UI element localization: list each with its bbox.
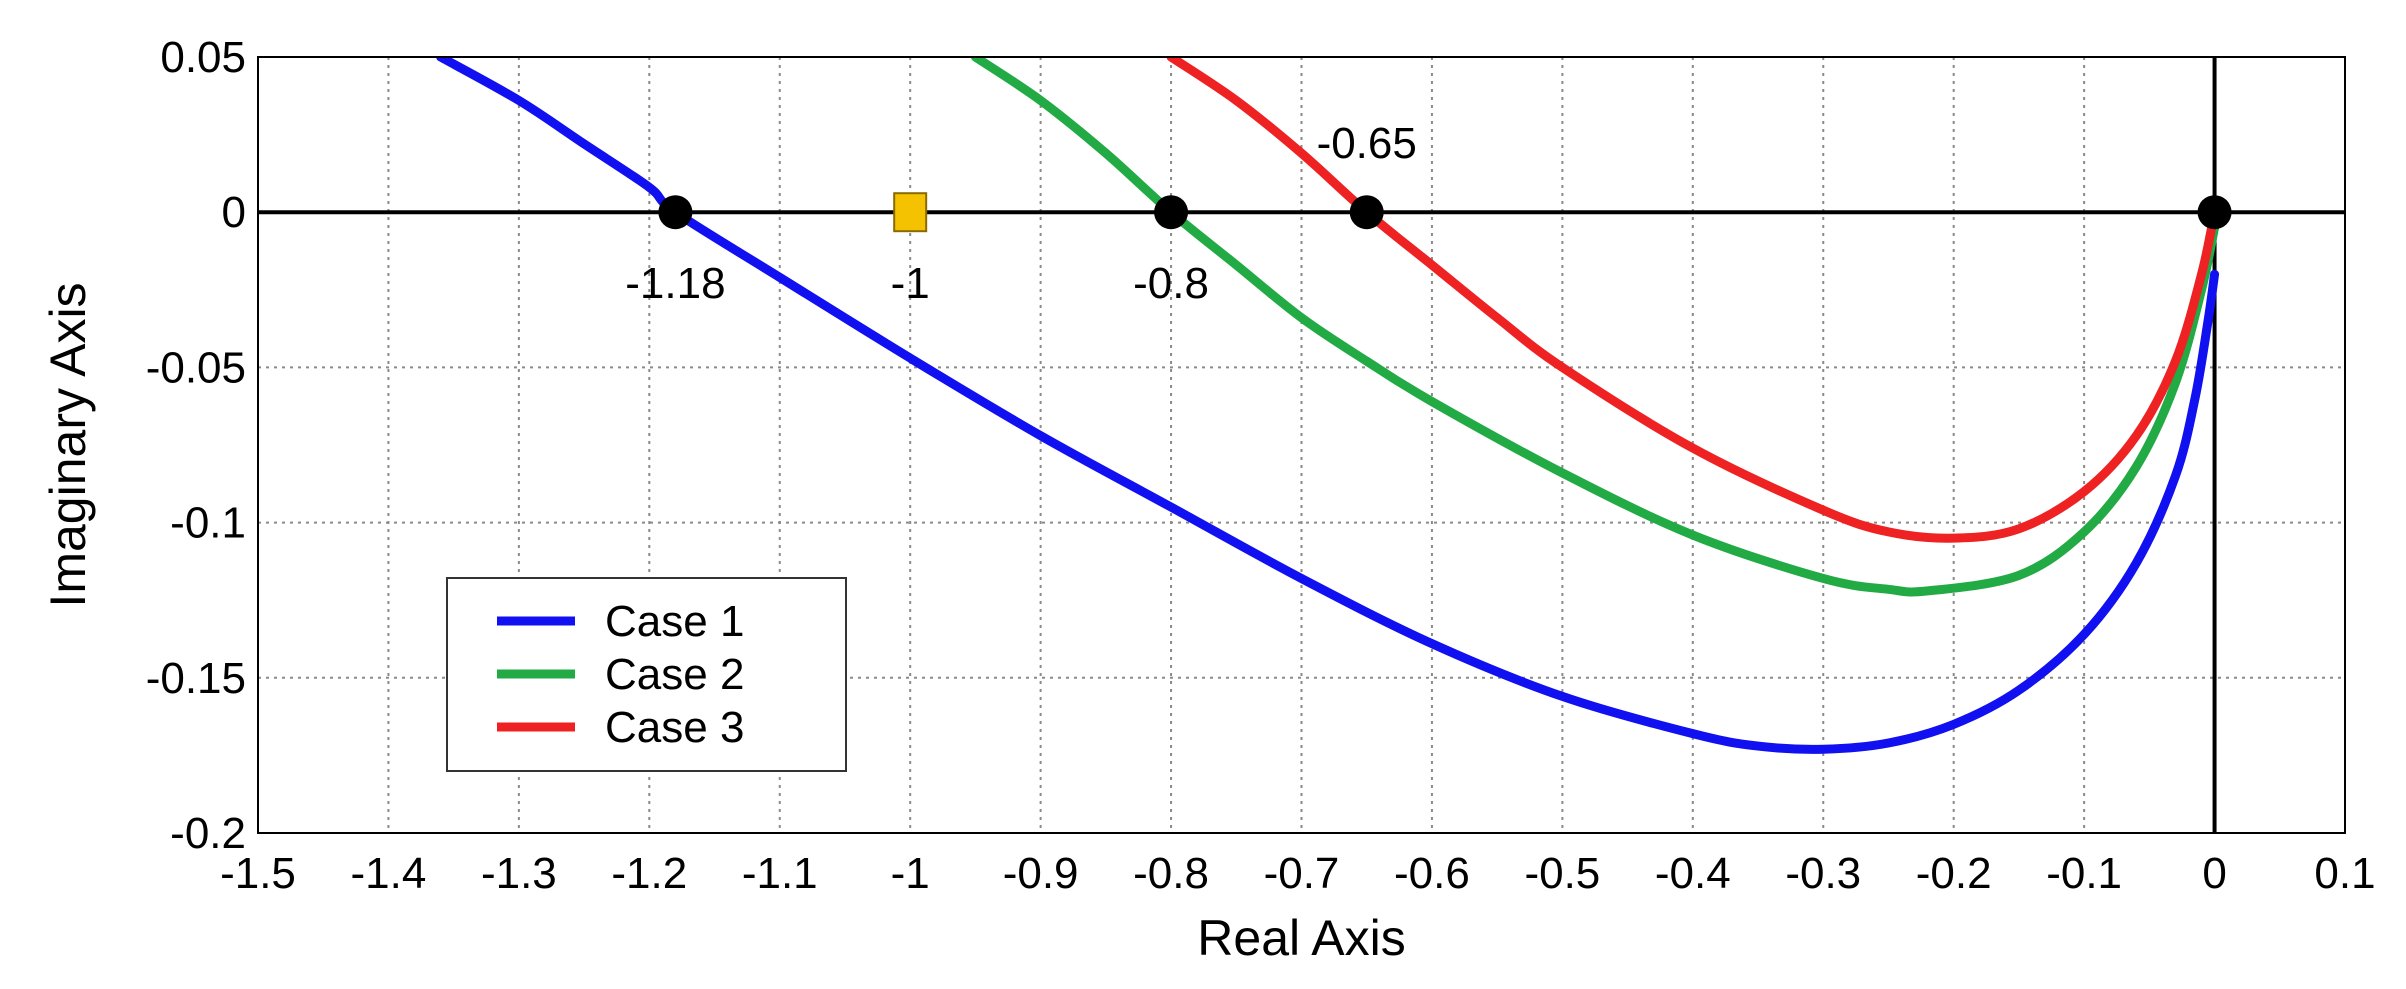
x-tick-label: -0.1 — [2046, 849, 2122, 898]
x-tick-label: -1.4 — [351, 849, 427, 898]
x-tick-label: -1.2 — [611, 849, 687, 898]
x-tick-label: -0.8 — [1133, 849, 1209, 898]
y-axis-title: Imaginary Axis — [40, 282, 96, 607]
x-tick-label: -0.2 — [1916, 849, 1992, 898]
x-tick-label: -0.7 — [1264, 849, 1340, 898]
x-tick-label: -1.5 — [220, 849, 296, 898]
x-tick-label: -1.1 — [742, 849, 818, 898]
marker-point-4 — [2197, 195, 2232, 230]
y-tick-label: -0.1 — [170, 499, 246, 548]
series-line-case-1 — [436, 57, 2220, 754]
legend-label: Case 1 — [605, 597, 744, 646]
critical-point-marker — [893, 192, 928, 233]
x-tick-label: -0.9 — [1003, 849, 1079, 898]
x-tick-label: -0.4 — [1655, 849, 1731, 898]
x-tick-label: -0.5 — [1524, 849, 1600, 898]
plot-frame — [257, 56, 2346, 834]
marker-label: -1.18 — [625, 259, 725, 308]
x-tick-label: -0.6 — [1394, 849, 1470, 898]
x-axis-title: Real Axis — [1197, 910, 1405, 966]
y-tick-label: -0.15 — [146, 654, 246, 703]
x-tick-label: 0 — [2202, 849, 2226, 898]
x-tick-label: -1.3 — [481, 849, 557, 898]
marker-point-0 — [658, 195, 693, 230]
legend-label: Case 3 — [605, 703, 744, 752]
marker-point-3 — [1349, 195, 1384, 230]
legend-label: Case 2 — [605, 650, 744, 699]
x-tick-label: -1 — [891, 849, 930, 898]
x-tick-label: -0.3 — [1785, 849, 1861, 898]
marker-label: -0.65 — [1317, 119, 1417, 168]
series-line-case-3 — [1166, 57, 2220, 543]
y-tick-label: 0 — [222, 188, 246, 237]
marker-point-2 — [1154, 195, 1189, 230]
x-tick-label: 0.1 — [2314, 849, 2375, 898]
y-tick-label: -0.2 — [170, 809, 246, 858]
marker-label: -0.8 — [1133, 259, 1209, 308]
y-tick-label: -0.05 — [146, 343, 246, 392]
marker-label: -1 — [891, 259, 930, 308]
y-tick-label: 0.05 — [160, 33, 246, 82]
